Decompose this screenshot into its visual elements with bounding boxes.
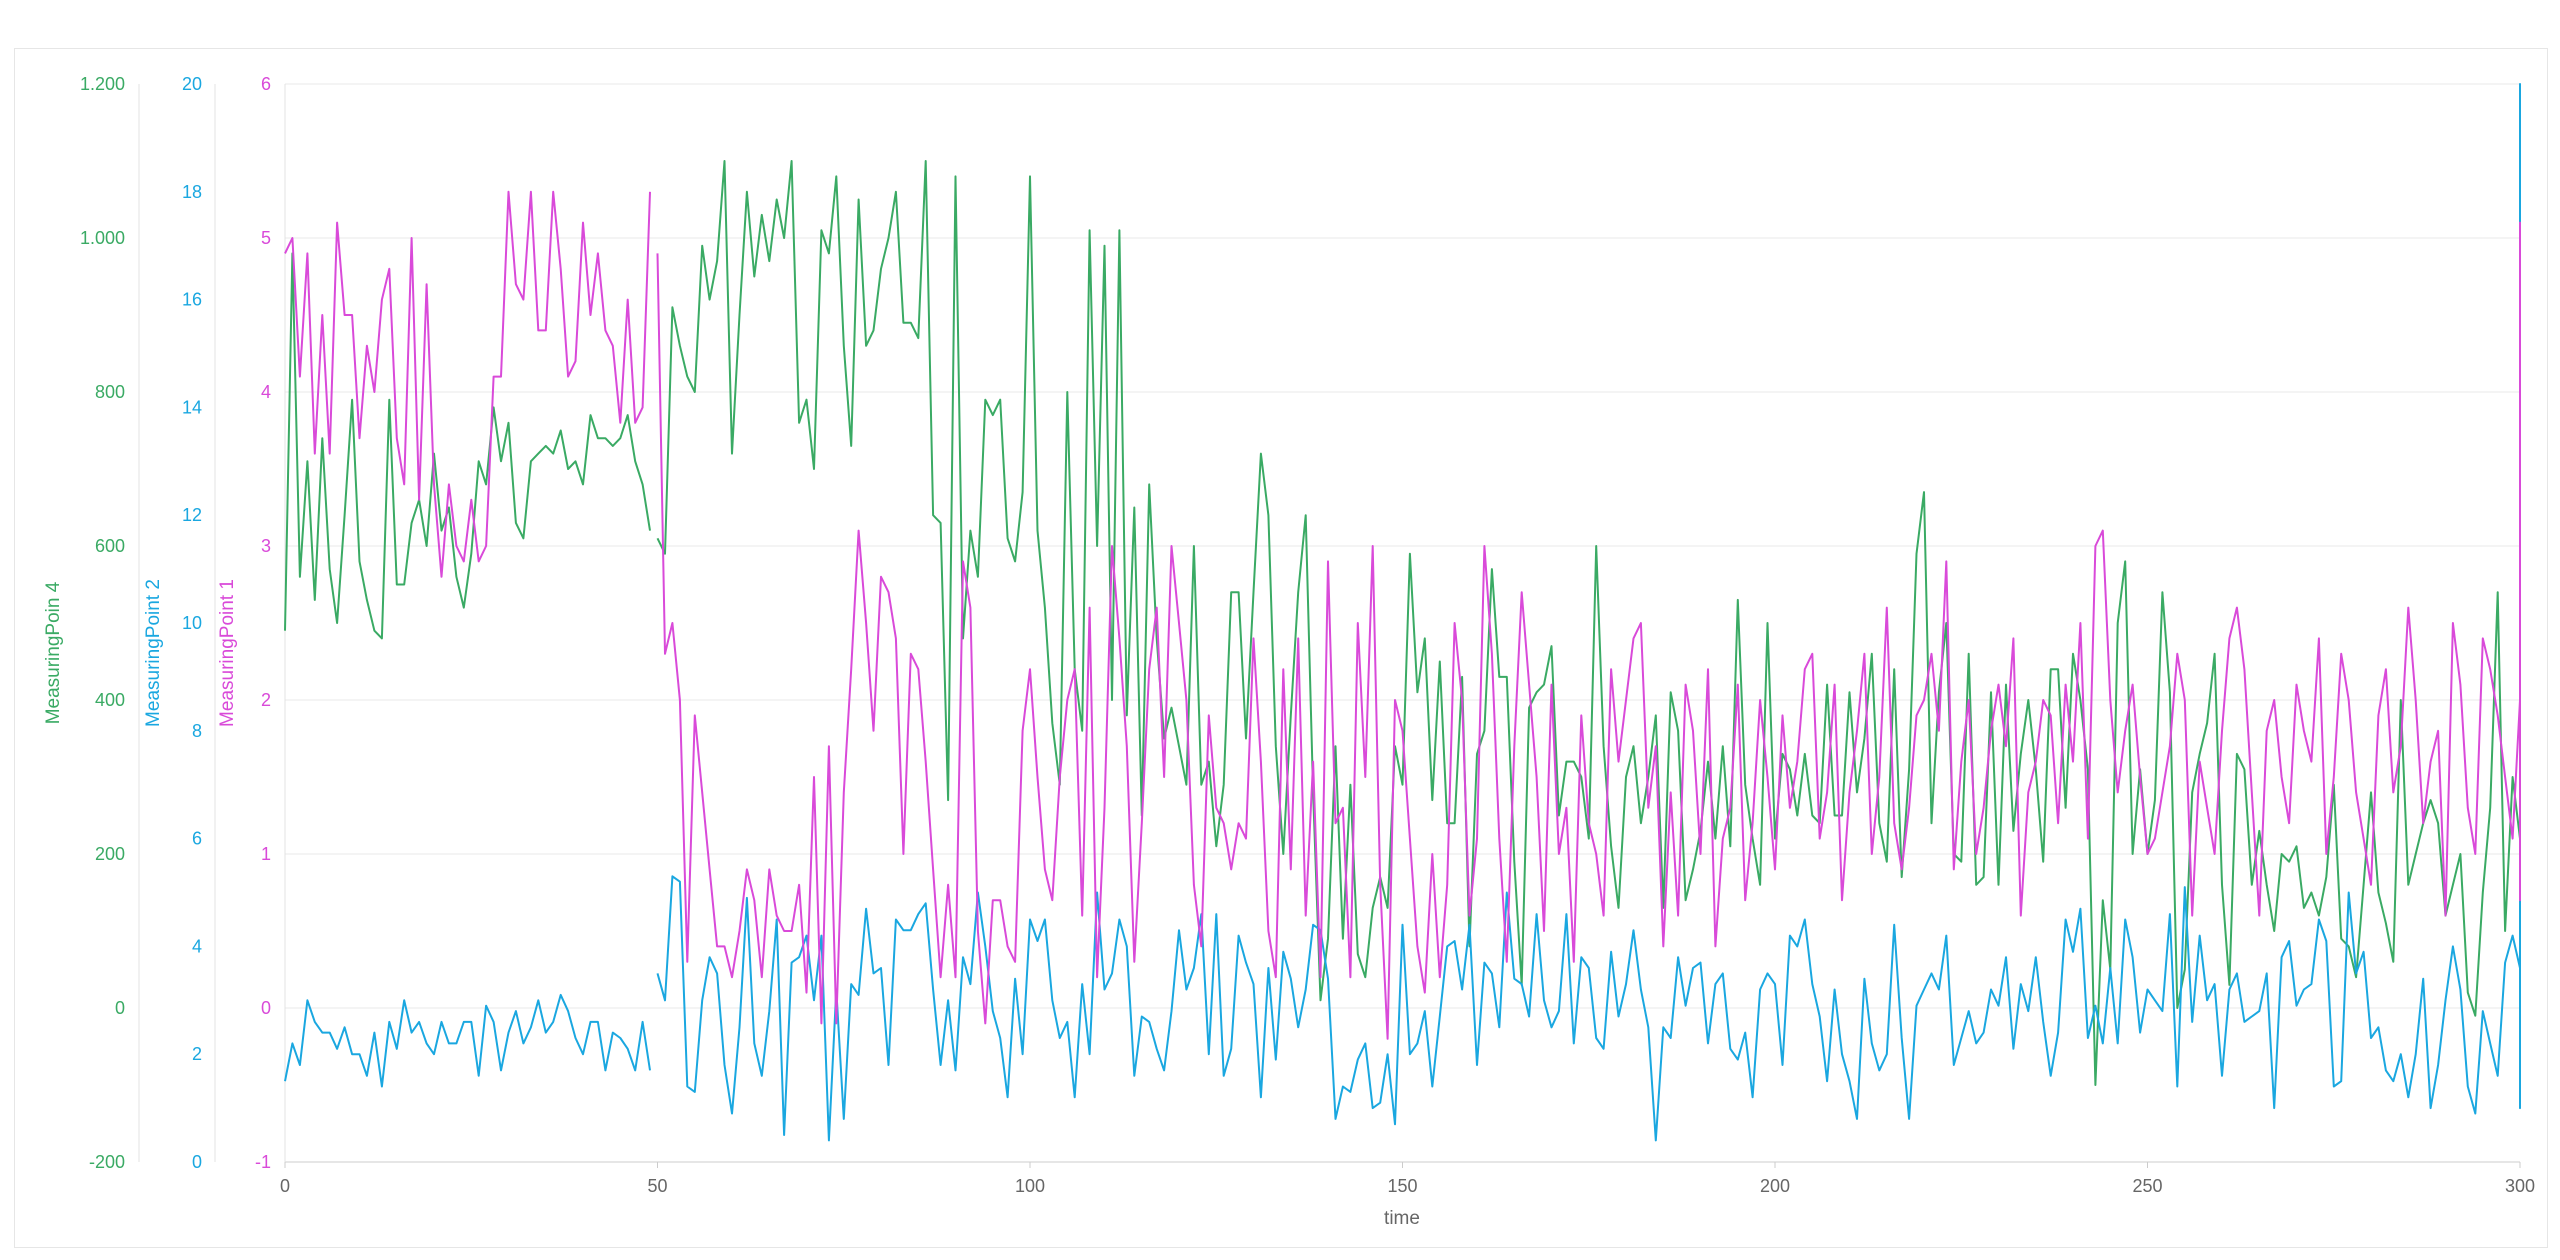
mp1-tick-label: 3: [261, 536, 271, 556]
mp4-tick-label: 400: [95, 690, 125, 710]
mp4-tick-label: 600: [95, 536, 125, 556]
mp4-tick-label: 200: [95, 844, 125, 864]
mp1-tick-label: 6: [261, 74, 271, 94]
series-line-mp4: [656, 160, 2521, 1086]
mp2-tick-label: 8: [192, 721, 202, 741]
x-tick-label: 250: [2132, 1176, 2162, 1196]
mp4-tick-label: 0: [115, 998, 125, 1018]
mp4-axis-title: MeasuringPoin 4: [43, 581, 64, 724]
axes: -20002004006008001.0001.200MeasuringPoin…: [43, 74, 2535, 1196]
mp2-tick-label: 20: [182, 74, 202, 94]
mp1-axis-title: MeasuringPoint 1: [217, 579, 238, 727]
mp2-tick-label: 4: [192, 936, 202, 956]
gridlines: [285, 83, 2520, 1163]
mp4-tick-label: 1.000: [80, 228, 125, 248]
mp2-tick-label: 10: [182, 613, 202, 633]
series-line-mp2: [284, 993, 651, 1088]
mp1-tick-label: -1: [255, 1152, 271, 1172]
x-tick-label: 100: [1015, 1176, 1045, 1196]
mp4-tick-label: 1.200: [80, 74, 125, 94]
mp4-tick-label: 800: [95, 382, 125, 402]
mp2-tick-label: 0: [192, 1152, 202, 1172]
series-line-mp4: [284, 252, 651, 640]
series-lines: [284, 83, 2521, 1142]
mp1-tick-label: 5: [261, 228, 271, 248]
chart-frame: -200 0 200 400 600 800 1.000 1.200 MeasuringPoin…: [14, 48, 2548, 1248]
mp2-tick-label: 14: [182, 397, 202, 417]
x-axis-title: time: [1384, 1208, 1420, 1229]
x-tick-label: 50: [647, 1176, 667, 1196]
mp2-tick-label: 2: [192, 1044, 202, 1064]
line-chart: -20002004006008001.0001.200MeasuringPoin…: [43, 74, 2535, 1229]
mp2-tick-label: 12: [182, 505, 202, 525]
mp1-tick-label: 0: [261, 998, 271, 1018]
mp1-tick-label: 1: [261, 844, 271, 864]
series-line-mp1: [656, 221, 2521, 1040]
series-line-mp2: [656, 83, 2521, 1142]
mp1-tick-label: 4: [261, 382, 271, 402]
x-tick-label: 300: [2505, 1176, 2535, 1196]
x-tick-label: 0: [280, 1176, 290, 1196]
mp2-tick-label: 18: [182, 182, 202, 202]
x-tick-label: 200: [1760, 1176, 1790, 1196]
mp1-tick-label: 2: [261, 690, 271, 710]
mp2-axis-title: MeasuringPoint 2: [143, 579, 164, 727]
series-line-mp1: [284, 190, 651, 578]
mp2-tick-label: 6: [192, 829, 202, 849]
x-tick-label: 150: [1387, 1176, 1417, 1196]
mp4-tick-label: -200: [89, 1152, 125, 1172]
mp2-tick-label: 16: [182, 290, 202, 310]
